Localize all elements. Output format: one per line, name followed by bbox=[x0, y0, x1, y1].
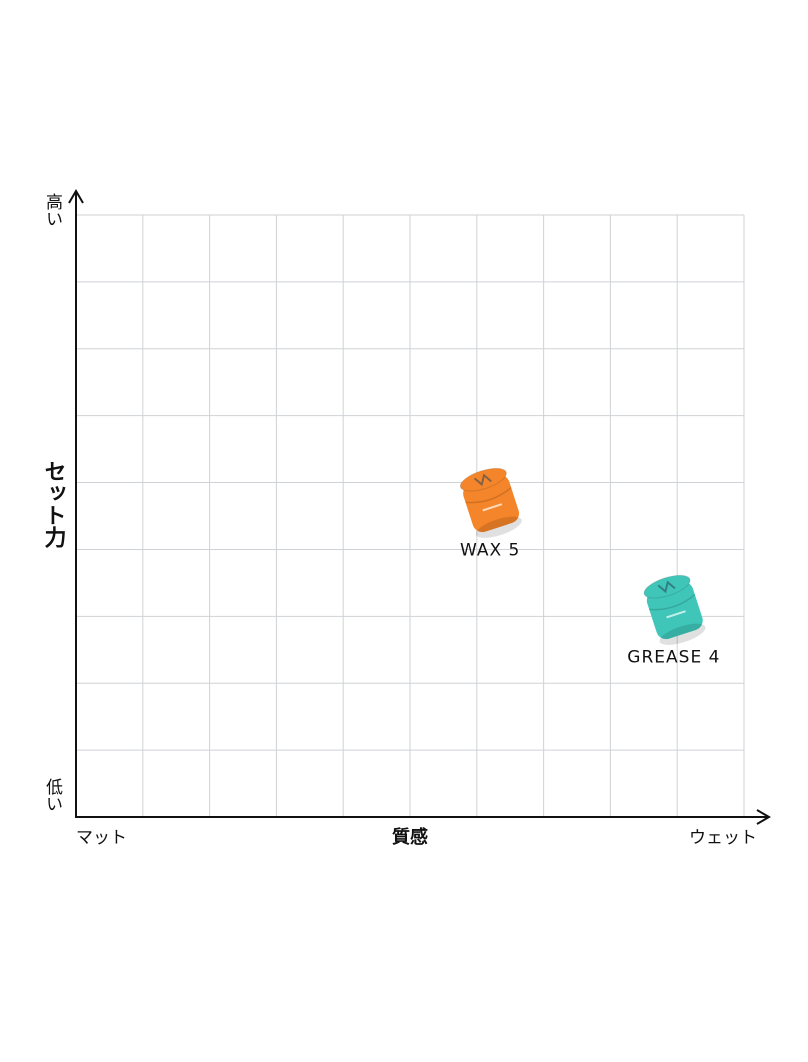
x-axis-title: 質感 bbox=[392, 826, 428, 848]
x-high-label: ウェット bbox=[689, 828, 757, 848]
orange-wax-jar-icon bbox=[459, 467, 522, 538]
x-axis-arrow-icon bbox=[756, 809, 771, 825]
y-low-label: 低い bbox=[42, 778, 63, 812]
data-points: WAX 5 GREASE 4 bbox=[459, 467, 720, 668]
data-point: WAX 5 bbox=[459, 467, 522, 561]
data-point-label: WAX 5 bbox=[460, 541, 520, 561]
y-axis-title: セット力 bbox=[41, 460, 67, 549]
data-point: GREASE 4 bbox=[627, 574, 720, 668]
teal-grease-jar-icon bbox=[643, 574, 706, 645]
chart-grid bbox=[75, 214, 745, 818]
x-low-label: マット bbox=[76, 828, 127, 848]
y-axis-arrow-icon bbox=[68, 189, 84, 204]
y-high-label: 高い bbox=[42, 193, 62, 227]
axes bbox=[68, 189, 771, 825]
data-point-label: GREASE 4 bbox=[627, 648, 720, 668]
